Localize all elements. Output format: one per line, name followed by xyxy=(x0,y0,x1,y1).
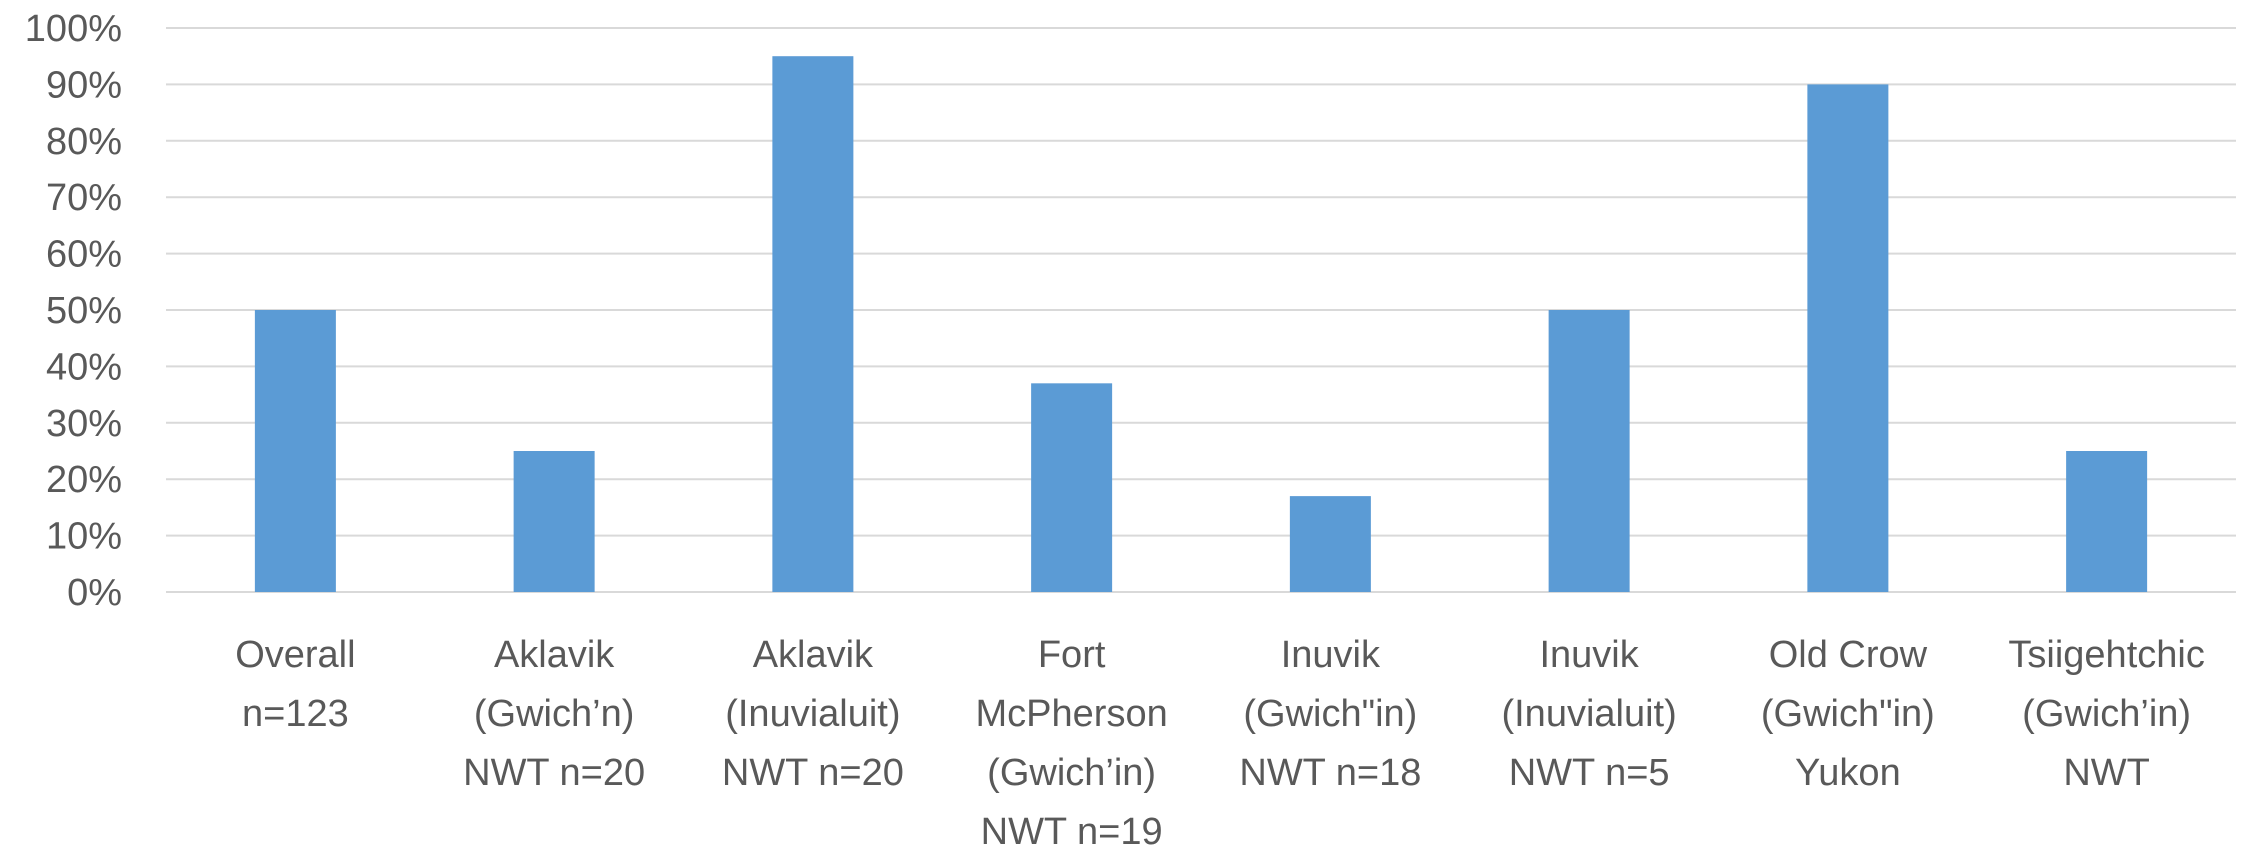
gridlines xyxy=(166,27,2236,593)
x-category-label: Overall n=123 xyxy=(235,634,355,735)
y-axis-tick-labels: 0% 10% 20% 30% 40% 50% 60% 70% 80% 90% 100% xyxy=(25,8,122,614)
y-tick-label: 70% xyxy=(46,177,122,219)
y-tick-label: 0% xyxy=(67,572,122,614)
y-tick-label: 20% xyxy=(46,459,122,501)
bar xyxy=(2066,451,2148,592)
x-category-label: Tsiigehtchic (Gwich’in) NWT xyxy=(2008,634,2204,794)
x-category-label: Inuvik (Inuvialuit) NWT n=5 xyxy=(1501,634,1676,794)
bar xyxy=(1548,310,1630,592)
y-tick-label: 80% xyxy=(46,121,122,163)
y-tick-label: 50% xyxy=(46,290,122,332)
x-category-label: Inuvik (Gwich"in) NWT n=18 xyxy=(1239,634,1421,794)
bar xyxy=(1807,84,1889,593)
y-tick-label: 60% xyxy=(46,234,122,276)
bar xyxy=(254,310,336,592)
bar xyxy=(1289,496,1371,592)
bar xyxy=(772,56,854,592)
x-category-label: Aklavik (Inuvialuit) NWT n=20 xyxy=(722,634,904,794)
y-tick-label: 90% xyxy=(46,64,122,106)
bar xyxy=(1031,383,1113,592)
y-tick-label: 40% xyxy=(46,346,122,388)
y-tick-label: 100% xyxy=(25,8,122,50)
x-axis-category-labels: Overall n=123 Aklavik (Gwich’n) NWT n=20 Akla… xyxy=(235,634,2205,849)
y-tick-label: 30% xyxy=(46,403,122,445)
bars xyxy=(254,56,2148,593)
bar xyxy=(513,451,595,592)
x-category-label: Aklavik (Gwich’n) NWT n=20 xyxy=(463,634,645,794)
x-category-label: Fort McPherson (Gwich’in) NWT n=19 xyxy=(976,634,1168,849)
y-tick-label: 10% xyxy=(46,516,122,558)
x-category-label: Old Crow (Gwich"in) Yukon xyxy=(1761,634,1935,794)
